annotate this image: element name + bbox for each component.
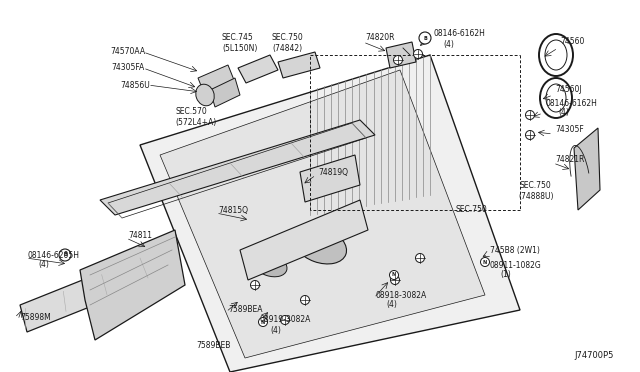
Polygon shape — [240, 200, 368, 280]
Text: SEC.750: SEC.750 — [520, 182, 552, 190]
Text: N: N — [261, 320, 265, 324]
Polygon shape — [238, 55, 278, 83]
Text: (572L4+A): (572L4+A) — [175, 118, 216, 126]
Text: 74560J: 74560J — [555, 86, 582, 94]
Text: (5L150N): (5L150N) — [222, 44, 257, 52]
Text: N: N — [392, 273, 396, 278]
Circle shape — [525, 110, 534, 119]
Polygon shape — [300, 155, 360, 202]
Circle shape — [259, 317, 268, 327]
Polygon shape — [160, 70, 485, 358]
Text: 74570AA: 74570AA — [110, 48, 145, 57]
Ellipse shape — [253, 253, 287, 277]
Text: 7589BEB: 7589BEB — [196, 340, 230, 350]
Text: SEC.745: SEC.745 — [222, 33, 253, 42]
Text: 08919-3082A: 08919-3082A — [260, 315, 312, 324]
Polygon shape — [210, 78, 240, 107]
Circle shape — [390, 276, 399, 285]
Polygon shape — [80, 230, 185, 340]
Text: (4): (4) — [270, 326, 281, 334]
Polygon shape — [20, 255, 152, 332]
Polygon shape — [574, 128, 600, 210]
Text: 74820R: 74820R — [365, 33, 394, 42]
Text: N: N — [483, 260, 487, 264]
Text: (74842): (74842) — [272, 44, 302, 52]
Text: 08146-6162H: 08146-6162H — [433, 29, 485, 38]
Circle shape — [280, 315, 289, 324]
Text: 08146-6162H: 08146-6162H — [545, 99, 597, 108]
Ellipse shape — [294, 226, 346, 264]
Circle shape — [415, 253, 424, 263]
Text: 74815Q: 74815Q — [218, 205, 248, 215]
Circle shape — [525, 131, 534, 140]
Text: 74560: 74560 — [560, 38, 584, 46]
Text: 08911-1082G: 08911-1082G — [490, 260, 541, 269]
Circle shape — [390, 270, 399, 279]
Polygon shape — [198, 65, 234, 93]
Polygon shape — [386, 42, 416, 68]
Text: (4): (4) — [443, 39, 454, 48]
Circle shape — [59, 249, 71, 261]
Ellipse shape — [196, 84, 214, 106]
Text: SEC.570: SEC.570 — [175, 108, 207, 116]
Text: 08918-3082A: 08918-3082A — [376, 291, 428, 299]
Text: SEC.750: SEC.750 — [455, 205, 487, 215]
Text: (4): (4) — [38, 260, 49, 269]
Text: J74700P5: J74700P5 — [574, 350, 613, 359]
Text: (1): (1) — [500, 270, 511, 279]
Text: 75898M: 75898M — [20, 314, 51, 323]
Polygon shape — [278, 52, 320, 78]
Circle shape — [301, 295, 310, 305]
Circle shape — [394, 55, 403, 64]
Text: B: B — [63, 253, 67, 257]
Text: 74811: 74811 — [128, 231, 152, 241]
Text: SEC.750: SEC.750 — [272, 33, 304, 42]
Polygon shape — [100, 120, 375, 215]
Circle shape — [419, 32, 431, 44]
Circle shape — [250, 280, 259, 289]
Polygon shape — [140, 55, 520, 372]
Circle shape — [481, 257, 490, 266]
Text: (74888U): (74888U) — [518, 192, 554, 201]
Text: 74819Q: 74819Q — [318, 167, 348, 176]
Text: 74856U: 74856U — [120, 80, 150, 90]
Text: B: B — [423, 35, 427, 41]
Circle shape — [413, 49, 422, 58]
Text: 74821R: 74821R — [555, 155, 584, 164]
Text: (4): (4) — [558, 109, 569, 118]
Text: 74305F: 74305F — [555, 125, 584, 135]
Text: 7589BEA: 7589BEA — [228, 305, 262, 314]
Text: 08146-6205H: 08146-6205H — [28, 250, 80, 260]
Text: 745B8 (2W1): 745B8 (2W1) — [490, 246, 540, 254]
Text: 74305FA: 74305FA — [112, 64, 145, 73]
Text: (4): (4) — [386, 301, 397, 310]
